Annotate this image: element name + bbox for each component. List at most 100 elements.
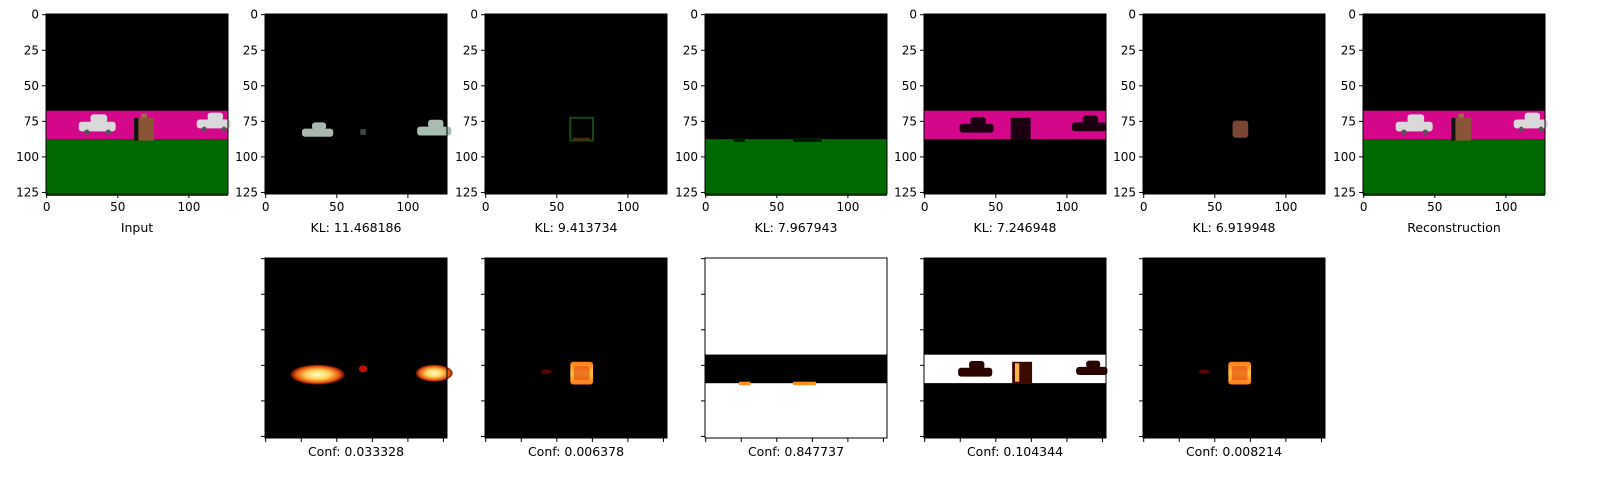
- car-body: [959, 123, 994, 133]
- car-fragment: [360, 129, 366, 135]
- heatmap-background: [924, 258, 1106, 438]
- top-image-2: [485, 14, 667, 194]
- y-tick-label: 100: [455, 150, 478, 164]
- car-cabin: [90, 114, 108, 124]
- bottom-caption-3: Conf: 0.104344: [967, 444, 1063, 459]
- heatmap-background: [1143, 258, 1325, 438]
- axes-frame: [704, 13, 888, 195]
- x-tick-label: 0: [1360, 200, 1368, 214]
- y-tick-label: 50: [24, 79, 39, 93]
- x-tick-label: 0: [921, 200, 929, 214]
- heat-box-core: [573, 366, 590, 381]
- y-tick-label: 125: [16, 185, 39, 199]
- x-tick-label: 0: [1140, 200, 1148, 214]
- image-background: [265, 14, 447, 194]
- x-tick-label: 50: [1207, 200, 1222, 214]
- x-tick-label: 100: [177, 200, 200, 214]
- y-tick-label: 75: [1121, 114, 1136, 128]
- bottom-panel-4: Conf: 0.008214: [1139, 257, 1326, 459]
- y-tick-label: 25: [902, 43, 917, 57]
- y-tick-label: 25: [683, 43, 698, 57]
- x-tick-label: 50: [549, 200, 564, 214]
- bottom-image-1: [485, 258, 667, 438]
- top-caption-1: KL: 11.468186: [311, 220, 402, 235]
- y-tick-label: 25: [463, 43, 478, 57]
- top-panel-5: 0 25 50 75 100 125 0 50 100 KL: 6.919948: [1113, 8, 1326, 235]
- heat-notch: [793, 381, 816, 386]
- bottom-caption-4: Conf: 0.008214: [1186, 444, 1282, 459]
- car-body: [1071, 122, 1106, 132]
- y-tick-label: 75: [1341, 114, 1356, 128]
- top-panel-0: 0 25 50 75 100 125 0 50 100 Input: [16, 8, 231, 235]
- car-wheel: [1422, 129, 1428, 135]
- car-cabin: [970, 116, 986, 126]
- y-tick-label: 50: [463, 79, 478, 93]
- y-tick-label: 0: [690, 8, 698, 22]
- y-tick-label: 25: [243, 43, 258, 57]
- bottom-panel-3: Conf: 0.104344: [920, 257, 1108, 459]
- grass-notch: [733, 137, 745, 142]
- heat-bottom-band: [705, 383, 887, 440]
- heat-box-core: [1231, 366, 1248, 381]
- bottom-panel-2: Conf: 0.847737: [701, 257, 888, 459]
- top-image-3: [705, 14, 887, 196]
- y-tick-label: 100: [1333, 150, 1356, 164]
- y-tick-label: 25: [24, 43, 39, 57]
- image-background: [924, 14, 1106, 194]
- grass-band: [1363, 139, 1545, 196]
- y-tick-label: 25: [1341, 43, 1356, 57]
- car-body: [1076, 366, 1108, 376]
- car-body: [958, 367, 993, 377]
- x-tick-label: 100: [1055, 200, 1078, 214]
- top-panel-2: 0 25 50 75 100 125 0 50 100 KL: 9.413734: [455, 8, 668, 235]
- axes-frame: [1362, 13, 1546, 195]
- car-cabin: [1407, 114, 1425, 124]
- car-wheel: [221, 126, 227, 132]
- box-shadow: [134, 117, 139, 141]
- y-tick-label: 75: [902, 114, 917, 128]
- x-tick-label: 50: [329, 200, 344, 214]
- y-tick-label: 50: [902, 79, 917, 93]
- heat-blob: [415, 364, 453, 382]
- top-caption-2: KL: 9.413734: [535, 220, 618, 235]
- x-tick-label: 0: [262, 200, 270, 214]
- y-tick-label: 100: [1113, 150, 1136, 164]
- heat-edge: [1015, 363, 1020, 382]
- bottom-caption-2: Conf: 0.847737: [748, 444, 844, 459]
- box-silhouette: [1010, 117, 1031, 140]
- top-caption-0: Input: [121, 220, 153, 235]
- y-tick-label: 50: [683, 79, 698, 93]
- axes-frame: [484, 257, 668, 439]
- axes-frame: [704, 257, 888, 439]
- car-body: [301, 128, 334, 137]
- car-body: [196, 119, 231, 129]
- x-tick-label: 100: [396, 200, 419, 214]
- top-image-5: [1143, 14, 1325, 194]
- car-cabin: [1086, 360, 1101, 369]
- top-caption-6: Reconstruction: [1407, 220, 1501, 235]
- x-tick-label: 100: [1274, 200, 1297, 214]
- y-tick-label: 0: [470, 8, 478, 22]
- heat-blob: [290, 364, 345, 385]
- bottom-panel-1: Conf: 0.006378: [481, 257, 668, 459]
- top-panel-1: 0 25 50 75 100 125 0 50 100 KL: 11.468186: [235, 8, 452, 235]
- bottom-image-3: [924, 258, 1108, 438]
- car-wheel: [105, 129, 111, 135]
- top-panel-3: 0 25 50 75 100 125 0 50 100 KL: 7.967943: [675, 8, 888, 235]
- axes-frame: [1142, 257, 1326, 439]
- top-image-6: [1363, 14, 1548, 196]
- x-tick-label: 0: [43, 200, 51, 214]
- car-wheel: [1518, 126, 1524, 132]
- grass-notch: [793, 137, 822, 142]
- bottom-panel-0: Conf: 0.033328: [261, 257, 453, 459]
- top-caption-5: KL: 6.919948: [1193, 220, 1276, 235]
- top-panel-4: 0 25 50 75 100 125 0 50 100 KL: 7.246948: [894, 8, 1107, 235]
- axes-frame: [1142, 13, 1326, 195]
- y-tick-label: 100: [894, 150, 917, 164]
- heatmap-background: [265, 258, 447, 438]
- grass-band: [46, 139, 228, 196]
- y-tick-label: 0: [1348, 8, 1356, 22]
- y-tick-label: 125: [675, 185, 698, 199]
- y-tick-label: 125: [894, 185, 917, 199]
